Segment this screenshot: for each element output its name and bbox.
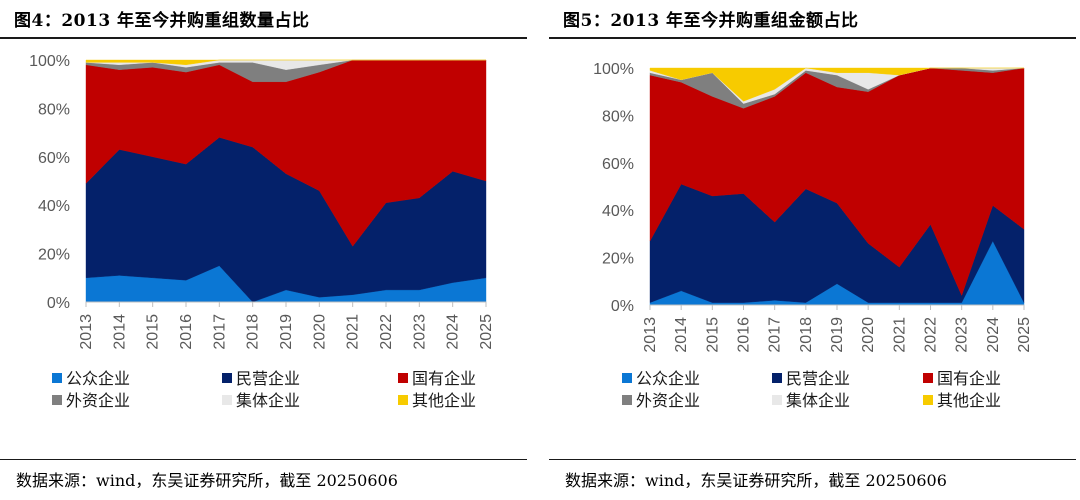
legend-swatch [398,395,408,405]
source-rule [549,459,1076,460]
x-tick-label: 2020 [860,317,877,353]
legend-swatch [923,373,933,383]
chart-panel-right: 图5：2013 年至今并购重组金额占比 0% 20% 40% 60% 80% 100% 20… [549,0,1076,500]
legend-item: 民营企业 [222,369,300,388]
area-chart-count-share: 0%20%40%60%80%100%2013 2014 2015 2016 2017 20… [29,53,495,410]
source-rule [0,459,527,460]
x-tick-label: 2017 [767,317,784,353]
y-tick-label: 20% [602,251,634,268]
x-tick-label: 2023 [954,317,971,353]
x-tick-label: 2024 [445,314,462,350]
y-tick-label: 60% [38,150,70,167]
legend-item: 国有企业 [923,369,1001,388]
legend-item: 国有企业 [398,369,476,388]
legend-item: 外资企业 [52,391,130,410]
legend-item: 其他企业 [398,391,476,410]
y-tick-label: 40% [38,198,70,215]
y-tick-label: 40% [602,203,634,220]
x-axis: 2013 2014 2015 2016 2017 2018 2019 2020 2021 2022… [642,304,1033,353]
x-tick-label: 2016 [736,317,753,353]
y-tick-label: 100% [29,53,70,70]
legend-label: 国有企业 [937,369,1001,388]
title-rule [0,37,527,39]
x-tick-label: 2025 [478,314,495,350]
legend-item: 集体企业 [222,391,300,410]
x-tick-label: 2014 [111,314,128,350]
x-tick-label: 2018 [798,317,815,353]
y-tick-label: 100% [593,61,634,78]
y-tick-label: 60% [602,156,634,173]
legend-item: 公众企业 [622,369,700,388]
x-tick-label: 2021 [345,314,362,350]
source-note: 数据来源：wind，东吴证券研究所，截至 20250606 [16,471,398,490]
area-series-group [649,67,1025,306]
x-tick-label: 2021 [891,317,908,353]
legend-label: 国有企业 [412,369,476,388]
x-tick-label: 2025 [1016,317,1033,353]
legend-swatch [923,395,933,405]
chart-panel-left: 图4：2013 年至今并购重组数量占比 0% 20% 40% 60% 80% 100% 20… [0,0,527,500]
legend-item: 民营企业 [772,369,850,388]
y-tick-label: 80% [602,108,634,125]
chart-title: 图4：2013 年至今并购重组数量占比 [14,11,310,31]
legend-swatch [772,395,782,405]
source-note: 数据来源：wind，东吴证券研究所，截至 20250606 [565,471,947,490]
x-tick-label: 2015 [145,314,162,350]
y-tick-label: 0% [611,298,634,315]
y-axis: 0% 20% 40% 60% 80% 100% [29,53,70,312]
legend-label: 集体企业 [786,391,850,410]
area-series [85,59,486,66]
x-tick-label: 2024 [985,317,1002,353]
x-tick-label: 2016 [178,314,195,350]
area-series-group [85,59,487,303]
title-rule [549,37,1076,39]
legend-swatch [398,373,408,383]
x-tick-label: 2018 [245,314,262,350]
x-tick-label: 2015 [704,317,721,353]
x-tick-label: 2019 [278,314,295,350]
legend-label: 公众企业 [66,369,130,388]
chart-title: 图5：2013 年至今并购重组金额占比 [563,11,859,31]
y-axis: 0% 20% 40% 60% 80% 100% [593,61,634,315]
legend-swatch [222,395,232,405]
legend-item: 外资企业 [622,391,700,410]
x-tick-label: 2014 [673,317,690,353]
x-tick-label: 2023 [411,314,428,350]
x-axis: 2013 2014 2015 2016 2017 2018 2019 2020 2021 2022… [78,301,495,350]
x-tick-label: 2020 [311,314,328,350]
legend-label: 其他企业 [937,391,1001,410]
legend-swatch [622,373,632,383]
legend-swatch [222,373,232,383]
x-tick-label: 2013 [642,317,659,353]
area-chart-amount-share: 0%20%40%60%80%100%2013 2014 2015 2016 2017 20… [593,61,1033,410]
legend-swatch [622,395,632,405]
x-tick-label: 2022 [923,317,940,353]
x-tick-label: 2022 [378,314,395,350]
y-tick-label: 80% [38,101,70,118]
legend-label: 其他企业 [412,391,476,410]
legend-item: 公众企业 [52,369,130,388]
legend-swatch [52,395,62,405]
legend-item: 集体企业 [772,391,850,410]
y-tick-label: 0% [47,295,70,312]
x-tick-label: 2017 [211,314,228,350]
legend-item: 其他企业 [923,391,1001,410]
legend-label: 民营企业 [236,369,300,388]
x-tick-label: 2013 [78,314,95,350]
y-tick-label: 20% [38,247,70,264]
legend-label: 公众企业 [636,369,700,388]
legend-label: 外资企业 [66,391,130,410]
legend-label: 集体企业 [236,391,300,410]
x-tick-label: 2019 [829,317,846,353]
legend-label: 外资企业 [636,391,700,410]
legend-swatch [52,373,62,383]
area-series [649,67,1024,102]
legend-swatch [772,373,782,383]
legend-label: 民营企业 [786,369,850,388]
